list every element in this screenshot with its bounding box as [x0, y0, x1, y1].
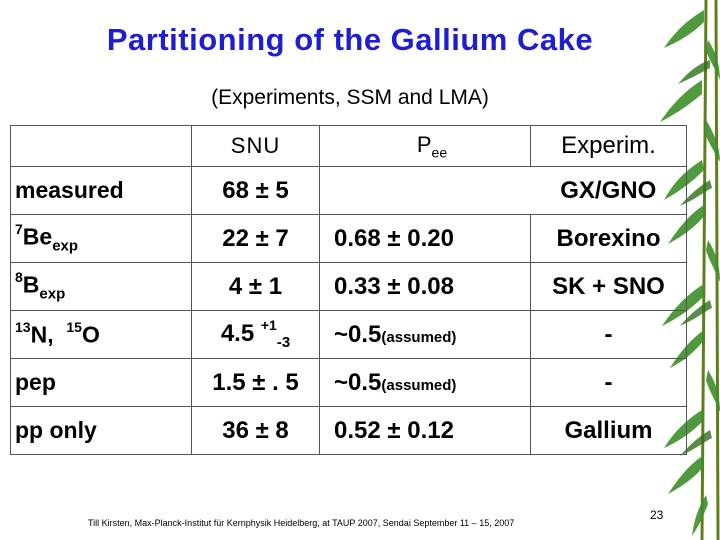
header-snu: SNU: [191, 125, 320, 167]
row-label: pep: [10, 358, 192, 407]
row-snu: 4 ± 1: [191, 262, 320, 311]
table-row: measured 68 ± 5 GX/GNO: [10, 166, 687, 215]
row-label: 8Bexp: [10, 262, 192, 311]
row-experiment: -: [530, 310, 687, 359]
row-snu: 22 ± 7: [191, 214, 320, 263]
table-row: pp only 36 ± 8 0.52 ± 0.12 Gallium: [10, 406, 687, 455]
table-row: 7Beexp 22 ± 7 0.68 ± 0.20 Borexino: [10, 214, 687, 263]
table-row: 13N, 15O 4.5 +1-3 ~0.5(assumed) -: [10, 310, 687, 359]
header-pee: Pee: [319, 125, 531, 167]
row-label: measured: [10, 166, 192, 215]
header-experiment: Experim.: [530, 125, 687, 167]
row-label: 7Beexp: [10, 214, 192, 263]
row-label: pp only: [10, 406, 192, 455]
page-number: 23: [650, 508, 664, 522]
table-header-row: SNU Pee Experim.: [10, 125, 687, 167]
row-experiment: Gallium: [530, 406, 687, 455]
row-pee: ~0.5(assumed): [319, 310, 531, 359]
row-pee: [319, 166, 531, 215]
row-label: 13N, 15O: [10, 310, 192, 359]
row-pee: 0.68 ± 0.20: [319, 214, 531, 263]
row-snu: 4.5 +1-3: [191, 310, 320, 359]
page-title: Partitioning of the Gallium Cake: [106, 22, 594, 57]
footer-citation: Till Kirsten, Max-Planck-Institut für Ke…: [88, 518, 515, 528]
row-experiment: SK + SNO: [530, 262, 687, 311]
row-pee: 0.33 ± 0.08: [319, 262, 531, 311]
header-blank-cell: [10, 125, 192, 167]
row-snu: 36 ± 8: [191, 406, 320, 455]
partition-table: SNU Pee Experim. measured 68 ± 5 GX/GNO …: [10, 125, 687, 455]
row-experiment: GX/GNO: [530, 166, 687, 215]
row-experiment: Borexino: [530, 214, 687, 263]
table-row: pep 1.5 ± . 5 ~0.5(assumed) -: [10, 358, 687, 407]
row-experiment: -: [530, 358, 687, 407]
row-pee: 0.52 ± 0.12: [319, 406, 531, 455]
row-snu: 1.5 ± . 5: [191, 358, 320, 407]
page-subtitle: (Experiments, SSM and LMA): [211, 86, 489, 109]
row-pee: ~0.5(assumed): [319, 358, 531, 407]
row-snu: 68 ± 5: [191, 166, 320, 215]
table-row: 8Bexp 4 ± 1 0.33 ± 0.08 SK + SNO: [10, 262, 687, 311]
